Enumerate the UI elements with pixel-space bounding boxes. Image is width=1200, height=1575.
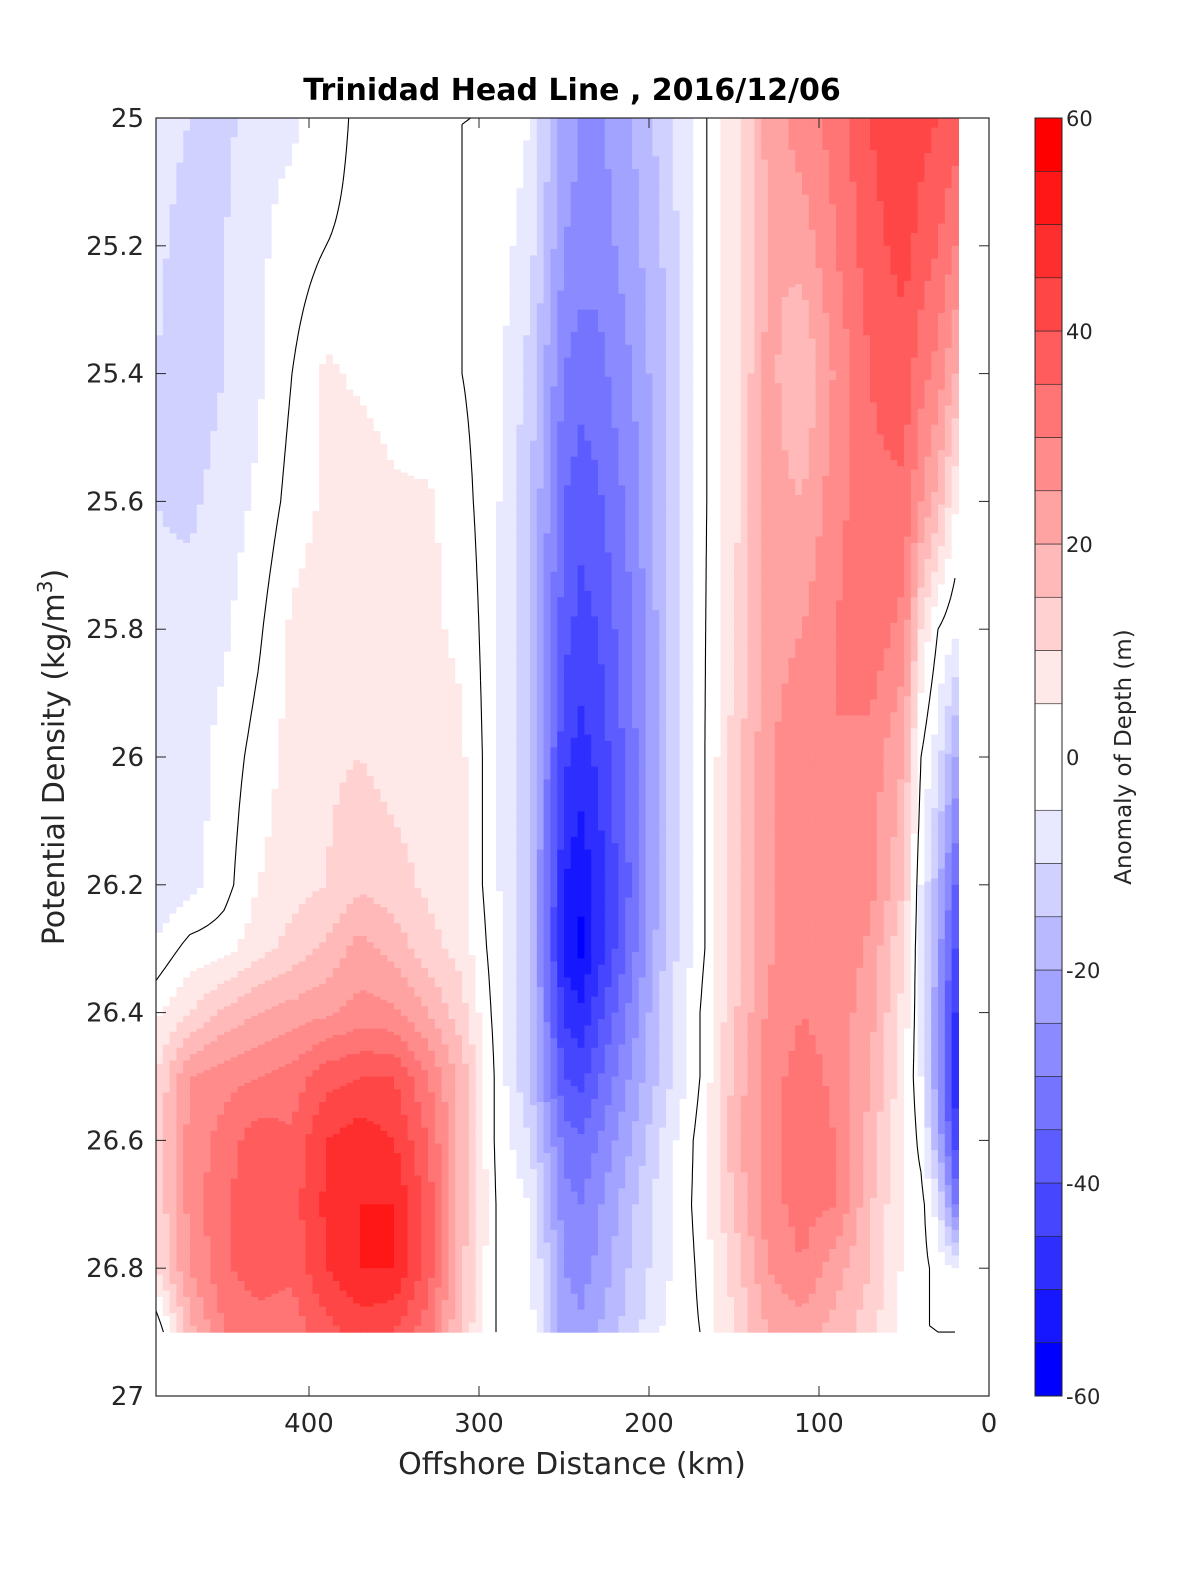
chart-title: Trinidad Head Line , 2016/12/06 [303,73,840,108]
contour-fill-layer [156,118,959,1333]
plot-area: 400 300 200 100 0 2525.225.425.625.82626.226… [86,104,997,1439]
chart-figure: Trinidad Head Line , 2016/12/06 400 300 20… [0,0,1200,1575]
